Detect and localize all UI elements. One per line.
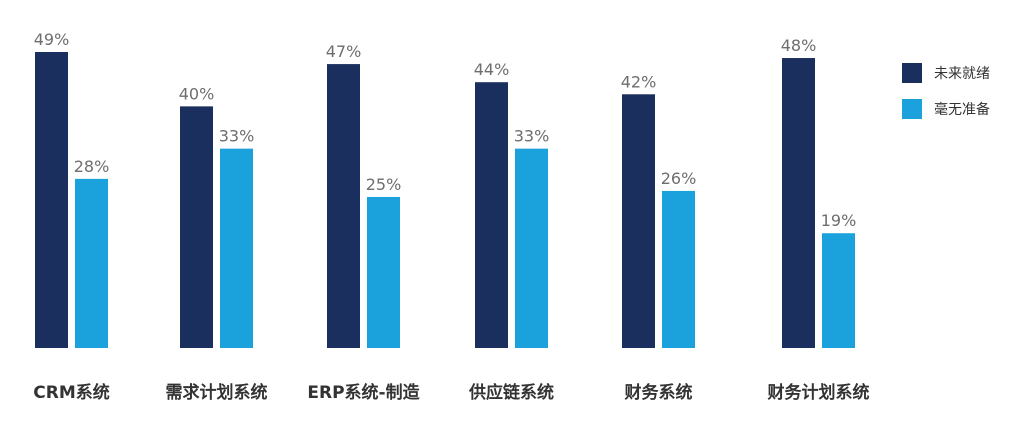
category-label-4: 财务系统 bbox=[624, 382, 693, 403]
data-label-ready-1: 40% bbox=[179, 84, 215, 103]
data-label-unprepared-2: 25% bbox=[366, 175, 402, 194]
bar-unprepared-0 bbox=[75, 178, 108, 348]
bar-ready-0 bbox=[35, 52, 68, 348]
category-label-0: CRM系统 bbox=[33, 382, 109, 403]
bar-ready-1 bbox=[180, 106, 213, 349]
legend-label-ready: 未来就绪 bbox=[934, 66, 990, 82]
category-label-1: 需求计划系统 bbox=[166, 382, 268, 403]
data-label-ready-5: 48% bbox=[781, 36, 817, 55]
bars-layer bbox=[35, 52, 855, 349]
data-label-unprepared-0: 28% bbox=[74, 157, 110, 176]
category-label-5: 财务计划系统 bbox=[767, 382, 870, 403]
data-label-unprepared-5: 19% bbox=[821, 211, 857, 230]
bar-unprepared-5 bbox=[822, 233, 855, 348]
bar-unprepared-3 bbox=[515, 148, 548, 348]
category-label-2: ERP系统-制造 bbox=[307, 382, 420, 403]
bar-ready-2 bbox=[327, 64, 360, 348]
data-label-unprepared-1: 33% bbox=[219, 127, 255, 146]
data-label-unprepared-4: 26% bbox=[661, 169, 697, 188]
data-label-ready-0: 49% bbox=[34, 30, 70, 49]
labels-layer: 49% 28% CRM系统 40% 33% 需求计划系统 47% 25% ERP系统-制造 44%… bbox=[33, 30, 869, 403]
data-label-unprepared-3: 33% bbox=[514, 127, 550, 146]
bar-unprepared-1 bbox=[220, 148, 253, 348]
data-label-ready-4: 42% bbox=[621, 72, 657, 91]
bar-ready-5 bbox=[782, 58, 815, 348]
bar-unprepared-4 bbox=[662, 190, 695, 348]
data-label-ready-2: 47% bbox=[326, 42, 362, 61]
bar-ready-3 bbox=[475, 82, 508, 349]
category-label-3: 供应链系统 bbox=[468, 382, 554, 403]
bar-unprepared-2 bbox=[367, 196, 400, 348]
legend-label-unprepared: 毫无准备 bbox=[934, 101, 990, 118]
data-label-ready-3: 44% bbox=[474, 60, 510, 79]
legend-swatch-unprepared bbox=[902, 99, 922, 119]
bar-ready-4 bbox=[622, 94, 655, 349]
legend-swatch-ready bbox=[902, 63, 922, 83]
